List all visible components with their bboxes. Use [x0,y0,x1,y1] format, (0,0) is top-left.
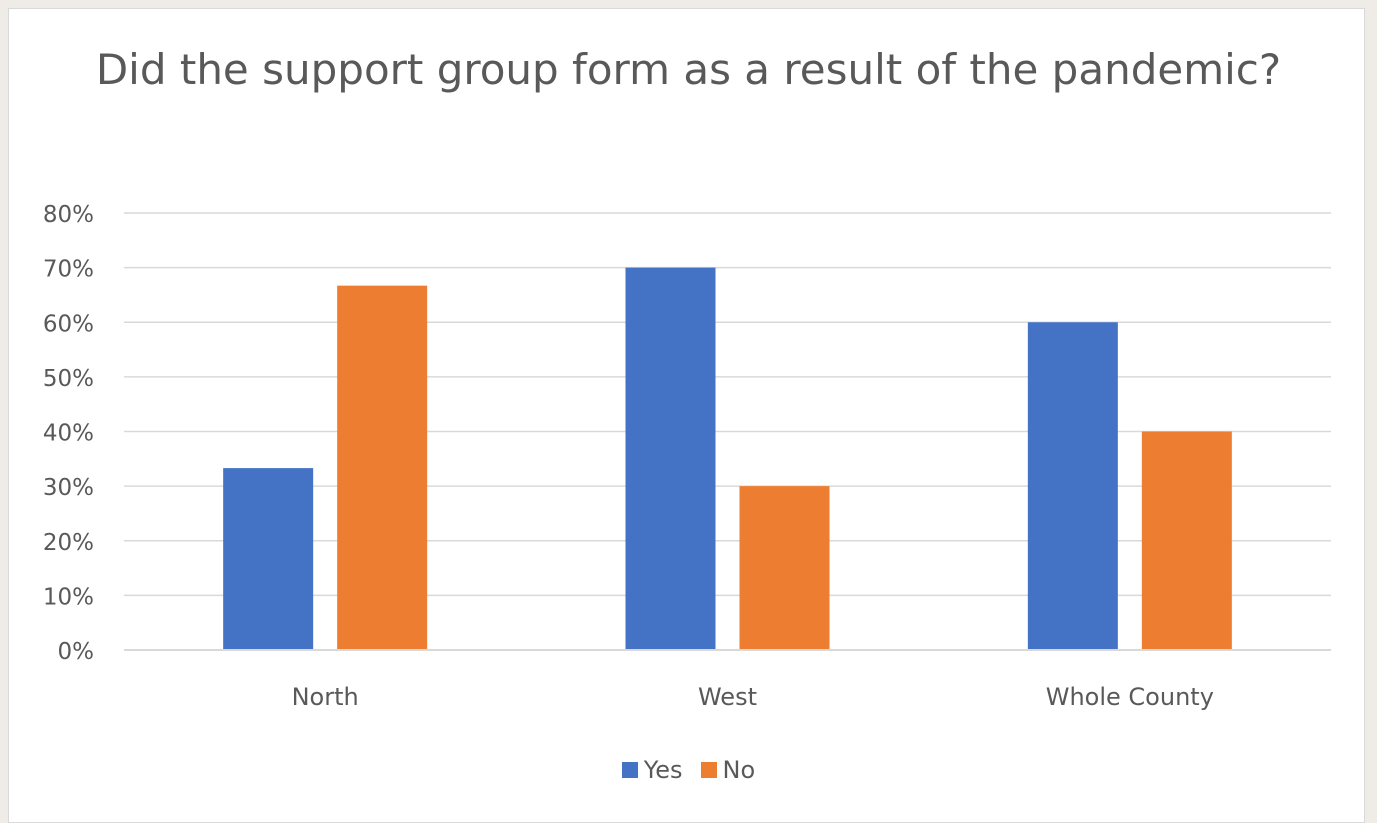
bar-yes-whole-county [1027,322,1118,650]
bar-yes-west [625,267,716,650]
bar-yes-north [223,468,314,650]
bar-no-north [337,285,428,650]
y-tick-label: 70% [43,257,94,283]
x-tick-label: Whole County [1046,683,1214,711]
legend-label: No [722,756,756,784]
y-tick-label: 20% [43,530,94,556]
y-tick-label: 80% [43,202,94,228]
y-tick-label: 10% [43,584,94,610]
legend-item-no: No [700,756,756,784]
y-tick-label: 60% [43,311,94,337]
bar-no-west [739,486,830,650]
y-tick-label: 30% [43,475,94,501]
chart-legend: Yes No [0,756,1377,784]
legend-swatch [621,762,638,778]
legend-item-yes: Yes [621,756,683,784]
chart-title: Did the support group form as a result o… [95,45,1282,94]
y-tick-label: 40% [43,421,94,447]
x-tick-label: North [292,683,359,711]
x-tick-label: West [698,683,757,711]
y-tick-label: 0% [58,639,95,665]
y-tick-label: 50% [43,366,94,392]
legend-label: Yes [643,756,683,784]
legend-swatch [700,762,717,778]
bar-no-whole-county [1141,431,1232,650]
